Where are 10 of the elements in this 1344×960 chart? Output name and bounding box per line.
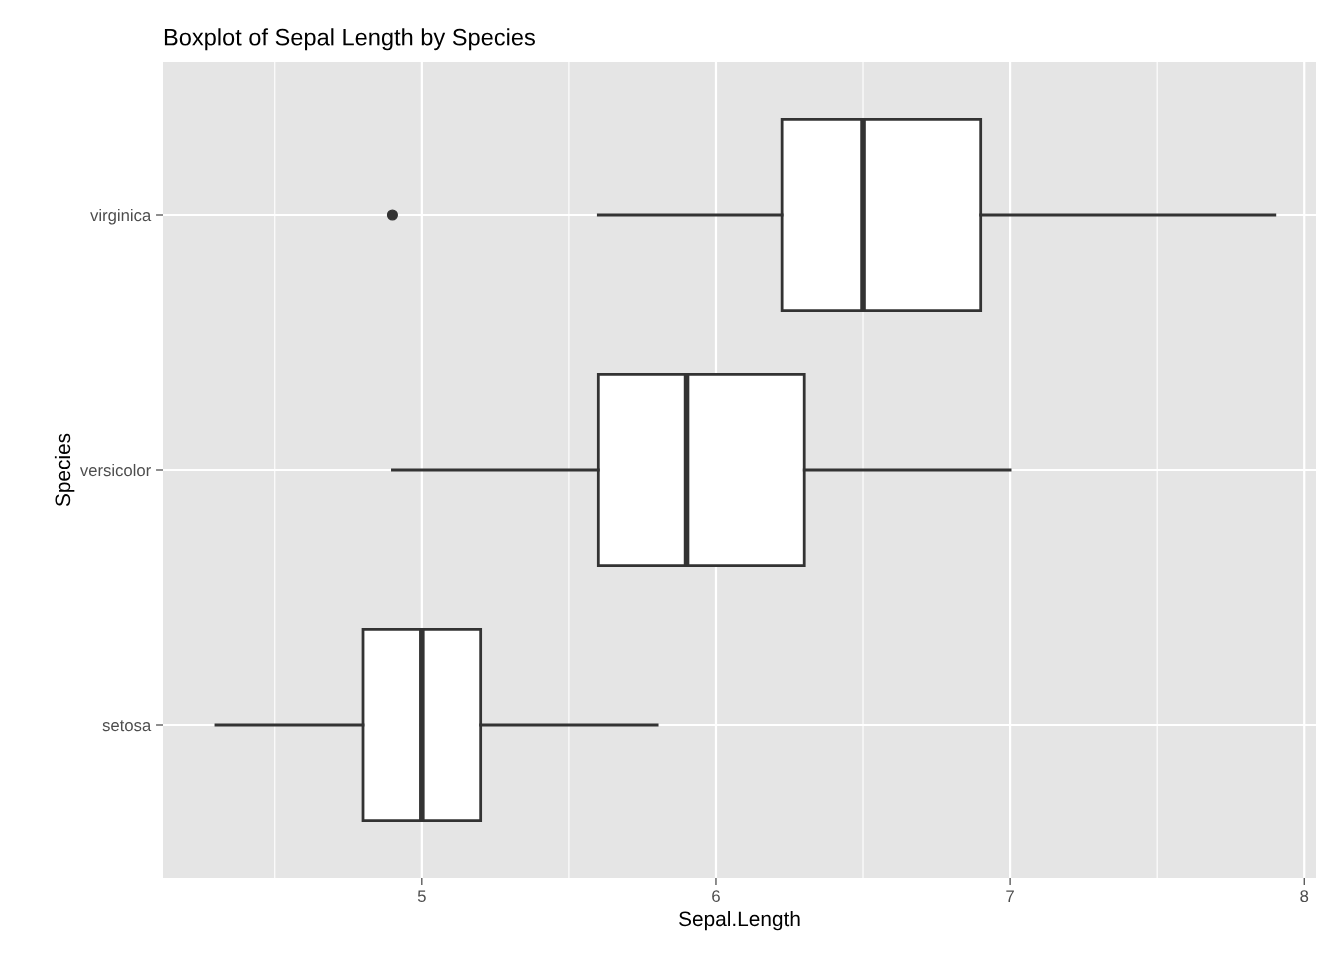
- y-tick-label: setosa: [102, 720, 152, 732]
- y-axis-title: Species: [54, 433, 75, 507]
- x-tick-label: 7: [1006, 890, 1014, 902]
- x-tick-label: 6: [712, 890, 720, 903]
- y-tick-label: virginica: [90, 208, 152, 225]
- chart-title: Boxplot of Sepal Length by Species: [164, 28, 535, 51]
- x-tick-label: 5: [417, 890, 426, 903]
- x-tick-label: 8: [1300, 890, 1309, 903]
- y-tick-label: versicolor: [79, 463, 151, 477]
- x-axis-title: Sepal.Length: [679, 910, 800, 931]
